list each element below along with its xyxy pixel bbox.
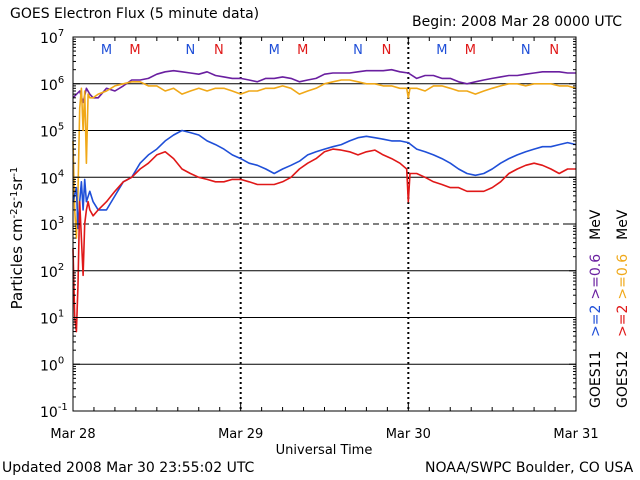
svg-text:>=2>=0.6MeV: >=2 >=0.6 MeV <box>588 209 604 337</box>
series-line-g11_06 <box>72 68 576 104</box>
mn-marker: N <box>549 43 559 58</box>
mn-marker: N <box>382 43 392 58</box>
x-tick-label: Mar 29 <box>218 427 263 442</box>
legend-mev-1: MeV <box>588 209 604 240</box>
x-tick-label: Mar 31 <box>553 427 598 442</box>
legend-goes12-2mev: >=2 <box>615 305 631 337</box>
y-tick-label: 104 <box>40 168 64 187</box>
series-line-g11_2 <box>72 129 577 230</box>
legend-goes11-energy: >=2 >=0.6 MeV <box>588 209 604 337</box>
legend-sat-goes12: GOES12 <box>615 351 631 408</box>
x-axis-ticks: Mar 28 Mar 29 Mar 30 Mar 31 <box>50 37 599 442</box>
legend-goes11-06mev: >=0.6 <box>588 254 604 300</box>
begin-timestamp: Begin: 2008 Mar 28 0000 UTC <box>412 14 623 30</box>
y-tick-label: 107 <box>40 28 64 47</box>
y-tick-label: 10-1 <box>40 402 68 421</box>
svg-text:>=2>=0.6MeV: >=2 >=0.6 MeV <box>615 209 631 337</box>
y-tick-label: 103 <box>40 215 64 234</box>
y-tick-label: 101 <box>40 309 64 328</box>
mn-marker: N <box>185 43 195 58</box>
mn-marker: M <box>465 43 476 58</box>
chart-title: GOES Electron Flux (5 minute data) <box>10 6 260 22</box>
legend-mev-2: MeV <box>615 209 631 240</box>
mn-marker: N <box>521 43 531 58</box>
mn-marker: N <box>214 43 224 58</box>
data-series <box>72 68 577 333</box>
y-tick-label: 106 <box>40 75 64 94</box>
legend-goes12-energy: >=2 >=0.6 MeV <box>615 209 631 337</box>
mn-marker: M <box>269 43 280 58</box>
day-separators <box>239 37 410 411</box>
mn-marker: M <box>436 43 447 58</box>
series-line-g12_06 <box>72 79 577 239</box>
updated-timestamp: Updated 2008 Mar 30 23:55:02 UTC <box>2 460 255 476</box>
mn-marker: M <box>297 43 308 58</box>
legend-goes11-2mev: >=2 <box>588 305 604 337</box>
x-axis-label: Universal Time <box>276 443 373 458</box>
y-axis-ticks: 107 106 105 104 103 102 101 100 10-1 <box>40 28 576 421</box>
mn-marker: M <box>101 43 112 58</box>
credit-text: NOAA/SWPC Boulder, CO USA <box>425 460 634 476</box>
legend-goes12-06mev: >=0.6 <box>615 254 631 300</box>
y-tick-label: 105 <box>40 122 64 141</box>
series-line-g12_2 <box>72 148 576 333</box>
mn-marker: N <box>353 43 363 58</box>
y-tick-label: 100 <box>40 355 64 374</box>
x-tick-label: Mar 28 <box>50 427 95 442</box>
svg-text:GOES12: GOES12 <box>615 351 631 408</box>
y-tick-label: 102 <box>40 262 64 281</box>
grid-lines <box>73 83 576 365</box>
svg-text:Particles cm-2s-1sr-1: Particles cm-2s-1sr-1 <box>8 167 26 310</box>
y-axis-label: Particles cm-2s-1sr-1 <box>8 167 26 310</box>
x-tick-label: Mar 30 <box>386 427 431 442</box>
legend-sat-goes11: GOES11 <box>588 351 604 408</box>
svg-text:GOES11: GOES11 <box>588 351 604 408</box>
mn-marker: M <box>129 43 140 58</box>
